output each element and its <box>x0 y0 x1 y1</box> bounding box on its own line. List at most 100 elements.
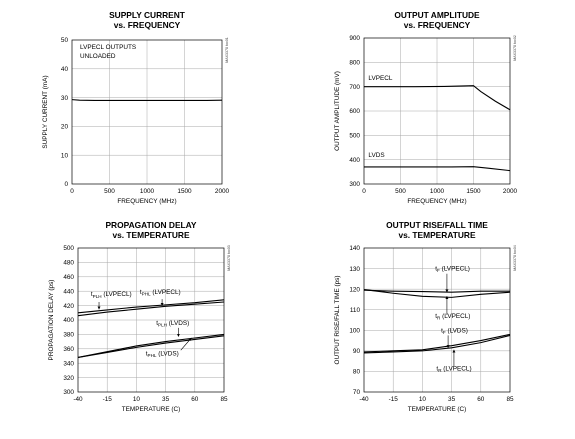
figure-code: MAX3378 toc01 <box>225 37 229 63</box>
chart-title: OUTPUT AMPLITUDE <box>394 10 480 20</box>
label-rest: (LVDS) <box>446 327 468 334</box>
y-tick-label: 400 <box>63 317 74 324</box>
y-axis-label: OUTPUT RISE/FALL TIME (ps) <box>334 275 341 364</box>
x-tick-label: -15 <box>103 396 113 403</box>
chart-subtitle: vs. TEMPERATURE <box>112 230 190 240</box>
y-tick-label: 460 <box>63 274 74 281</box>
label-subscript: R <box>438 368 442 373</box>
x-tick-label: 0 <box>362 188 366 195</box>
series-line <box>77 335 225 358</box>
label-main: t <box>146 350 148 357</box>
x-tick-label: 500 <box>395 188 406 195</box>
y-tick-label: 10 <box>61 152 69 159</box>
y-tick-label: 300 <box>63 389 74 396</box>
y-tick-label: 380 <box>63 332 74 339</box>
x-tick-label: -40 <box>73 396 83 403</box>
label-main: t <box>156 320 158 327</box>
y-tick-label: 600 <box>349 108 360 115</box>
label-subscript: F <box>443 330 446 335</box>
series-line <box>77 299 225 314</box>
label-subscript: PHL <box>142 292 151 297</box>
y-tick-label: 340 <box>63 360 74 367</box>
x-tick-label: 500 <box>104 188 115 195</box>
x-tick-label: 60 <box>477 396 485 403</box>
label-arrow <box>180 337 192 351</box>
y-tick-label: 420 <box>63 303 74 310</box>
x-tick-label: 2000 <box>503 188 518 195</box>
figure-code: MAX3378 toc02 <box>513 35 517 61</box>
y-tick-label: 0 <box>64 181 68 188</box>
label-rest: (LVPECL) <box>440 313 470 320</box>
y-tick-label: 500 <box>349 133 360 140</box>
y-tick-label: 120 <box>349 286 360 293</box>
x-tick-label: 1500 <box>466 188 481 195</box>
x-axis-label: TEMPERATURE (C) <box>408 406 466 413</box>
y-tick-label: 90 <box>353 348 361 355</box>
x-tick-label: 85 <box>506 396 514 403</box>
chart-title: SUPPLY CURRENT <box>109 10 186 20</box>
plot-frame <box>363 37 511 185</box>
y-tick-label: 30 <box>61 95 69 102</box>
y-tick-label: 20 <box>61 124 69 131</box>
label-rest: (LVPECL) <box>102 291 132 298</box>
x-axis-label: FREQUENCY (MHz) <box>407 198 466 205</box>
label-subscript: PLH <box>158 323 167 328</box>
series-line <box>363 333 511 353</box>
x-tick-label: 1000 <box>140 188 155 195</box>
y-tick-label: 140 <box>349 245 360 252</box>
x-tick-label: 1500 <box>177 188 192 195</box>
series-line <box>363 289 511 298</box>
label-subscript: R <box>437 316 441 321</box>
series-label: tPHL (LVDS) <box>146 350 179 358</box>
y-tick-label: 800 <box>349 60 360 67</box>
label-main: t <box>435 313 437 320</box>
series-label: LVPECL <box>368 75 392 82</box>
figure-code: MAX3378 toc04 <box>513 245 517 271</box>
y-tick-label: 440 <box>63 288 74 295</box>
series-label: tPLH (LVDS) <box>156 320 189 328</box>
x-tick-label: -40 <box>359 396 369 403</box>
x-tick-label: 1000 <box>430 188 445 195</box>
annotation-text: UNLOADED <box>80 53 116 60</box>
y-tick-label: 480 <box>63 260 74 267</box>
label-main: t <box>435 266 437 273</box>
series-label: tF (LVPECL) <box>435 266 470 274</box>
plot-frame <box>77 247 225 393</box>
series-line <box>364 166 511 172</box>
label-rest: (LVDS) <box>156 350 178 357</box>
y-tick-label: 40 <box>61 66 69 73</box>
series-label: LVDS <box>368 152 384 159</box>
y-tick-label: 100 <box>349 327 360 334</box>
series-line <box>77 301 225 317</box>
x-tick-label: 60 <box>191 396 199 403</box>
label-rest: (LVPECL) <box>440 266 470 273</box>
y-tick-label: 360 <box>63 346 74 353</box>
x-tick-label: 10 <box>419 396 427 403</box>
label-main: t <box>140 289 142 296</box>
annotation-text: LVPECL OUTPUTS <box>80 44 136 51</box>
y-tick-label: 400 <box>349 157 360 164</box>
series-label: tPHL (LVPECL) <box>140 289 181 297</box>
chart-subtitle: vs. FREQUENCY <box>114 20 181 30</box>
y-tick-label: 700 <box>349 84 360 91</box>
y-tick-label: 110 <box>350 307 361 314</box>
chart-title: OUTPUT RISE/FALL TIME <box>386 220 488 230</box>
y-tick-label: 900 <box>349 35 360 42</box>
series-line <box>363 334 511 354</box>
label-main: t <box>91 291 93 298</box>
y-tick-label: 130 <box>349 266 360 273</box>
series-label: tF (LVDS) <box>441 327 468 335</box>
label-subscript: PHL <box>148 353 157 358</box>
y-tick-label: 500 <box>63 245 74 252</box>
chart-subtitle: vs. TEMPERATURE <box>398 230 476 240</box>
x-tick-label: 35 <box>448 396 456 403</box>
label-rest: (LVPECL) <box>442 365 472 372</box>
series-line <box>364 85 511 111</box>
series-line <box>363 289 510 293</box>
x-tick-label: 10 <box>133 396 141 403</box>
x-axis-label: TEMPERATURE (C) <box>122 406 180 413</box>
plot-frame <box>363 247 511 393</box>
